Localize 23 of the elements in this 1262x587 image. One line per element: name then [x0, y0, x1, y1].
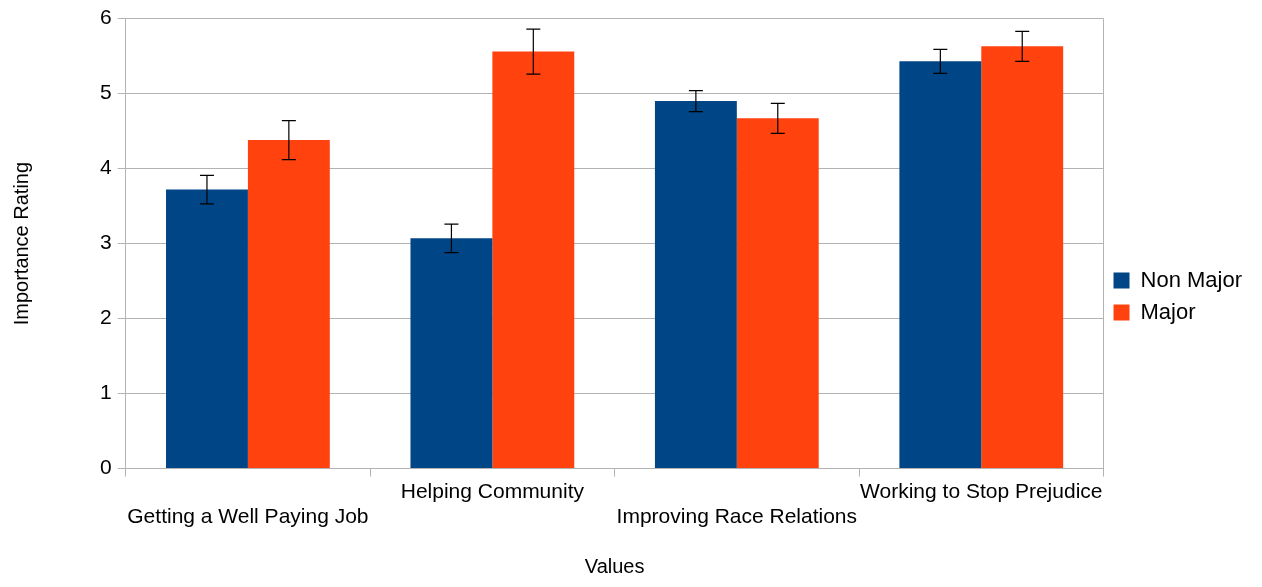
y-tick-label: 0: [99, 455, 112, 479]
x-tick-label: Helping Community: [400, 479, 585, 502]
y-tick-label: 5: [99, 80, 112, 104]
bar: [899, 61, 982, 469]
legend-label: Non Major: [1140, 266, 1242, 292]
legend-label: Major: [1140, 298, 1196, 324]
x-tick-label: Working to Stop Prejudice: [860, 479, 1103, 502]
y-axis-title: Importance Rating: [9, 161, 32, 326]
y-tick-label: 2: [99, 305, 112, 329]
x-tick-label: Improving Race Relations: [616, 504, 858, 528]
x-axis-title: Values: [584, 554, 645, 577]
bar: [166, 189, 248, 469]
y-tick-label: 3: [99, 230, 112, 254]
bar: [492, 51, 575, 469]
x-tick-label: Getting a Well Paying Job: [127, 504, 369, 528]
bar: [247, 140, 330, 469]
y-tick-label: 6: [99, 5, 112, 29]
y-tick-label: 1: [99, 380, 112, 404]
bar: [736, 118, 819, 469]
bar: [654, 101, 737, 469]
bar: [981, 46, 1064, 469]
bar: [410, 238, 493, 469]
y-tick-label: 4: [99, 155, 112, 179]
